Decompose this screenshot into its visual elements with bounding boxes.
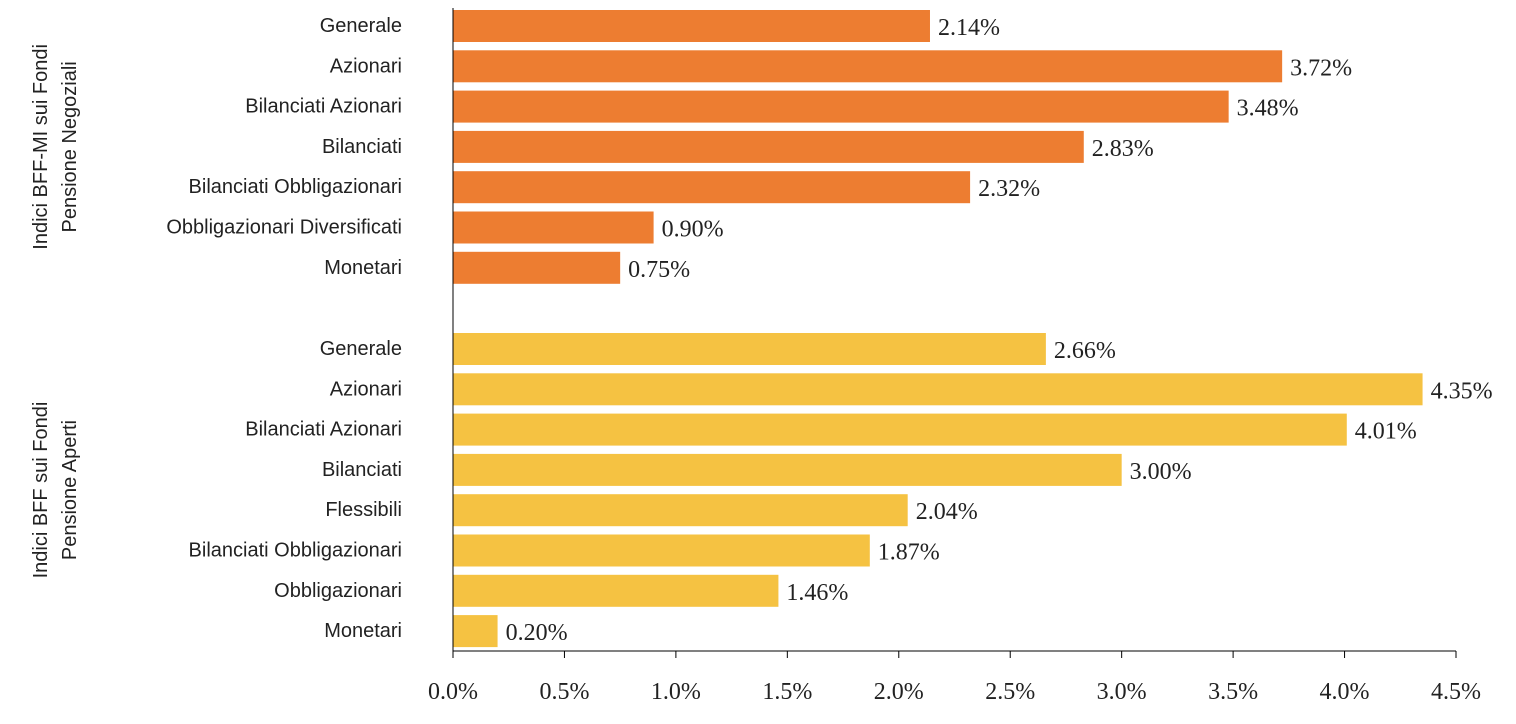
value-label: 2.83% [1092,136,1154,162]
category-label: Bilanciati Obbligazionari [189,540,402,562]
value-label: 4.35% [1431,378,1493,404]
x-tick-label: 1.5% [762,679,812,705]
bar-1-6 [453,574,779,607]
group-label-line: Indici BFF sui Fondi [30,402,52,579]
value-label: 4.01% [1355,419,1417,445]
bar-0-0 [453,10,930,42]
category-label: Obbligazionari Diversificati [166,217,402,239]
axis-layer: 0.0% 0.5% 1.0% 1.5% 2.0% 2.5% 3.0% 3.5% 4.0% 4.5% [428,8,1481,705]
bar-1-2 [453,413,1347,446]
value-label: 3.72% [1290,55,1352,81]
x-tick-label: 0.0% [428,679,478,705]
bar-0-2 [453,90,1229,123]
bars-layer [453,10,1423,648]
category-label: Obbligazionari [274,580,402,602]
bar-1-5 [453,534,870,567]
bar-1-1 [453,373,1423,406]
bar-0-5 [453,211,654,244]
bar-1-7 [453,615,498,648]
value-label: 2.14% [938,15,1000,41]
value-label: 2.32% [978,176,1040,202]
category-label: Bilanciati Azionari [245,419,402,441]
group-label-line: Pensione Aperti [59,420,81,560]
category-label: Bilanciati Obbligazionari [189,176,402,198]
category-label: Bilanciati [322,136,402,158]
x-tick-label: 2.0% [874,679,924,705]
category-label: Generale [320,338,402,360]
x-tick-label: 4.0% [1320,679,1370,705]
bar-0-3 [453,130,1084,163]
group-labels-layer: Indici BFF-MI sui Fondi Pensione Negozial… [30,44,81,578]
value-label: 0.20% [506,620,568,646]
category-label: Monetari [324,620,402,642]
group-label-0: Indici BFF-MI sui Fondi Pensione Negozial… [30,44,81,250]
value-label: 0.90% [662,217,724,243]
group-label-line: Pensione Negoziali [59,61,81,232]
bar-1-3 [453,453,1122,486]
category-label: Azionari [330,55,402,77]
value-label: 1.87% [878,540,940,566]
value-label: 1.46% [786,580,848,606]
x-tick-label: 0.5% [539,679,589,705]
category-label: Bilanciati Azionari [245,96,402,118]
value-label: 2.66% [1054,338,1116,364]
bar-1-4 [453,494,908,527]
group-label-line: Indici BFF-MI sui Fondi [30,44,52,250]
category-label: Flessibili [325,499,402,521]
category-label: Generale [320,15,402,37]
bar-1-0 [453,333,1046,365]
x-tick-label: 3.5% [1208,679,1258,705]
labels-layer: Generale 2.14% Azionari 3.72% Bilanciati Azi… [166,15,1492,646]
x-tick-label: 3.0% [1097,679,1147,705]
value-label: 2.04% [916,499,978,525]
x-tick-label: 2.5% [985,679,1035,705]
x-tick-label: 1.0% [651,679,701,705]
value-label: 3.48% [1237,96,1299,122]
value-label: 0.75% [628,257,690,283]
value-label: 3.00% [1130,459,1192,485]
category-label: Monetari [324,257,402,279]
category-label: Azionari [330,378,402,400]
x-tick-label: 4.5% [1431,679,1481,705]
group-label-1: Indici BFF sui Fondi Pensione Aperti [30,402,81,579]
category-label: Bilanciati [322,459,402,481]
bar-0-1 [453,50,1283,83]
bar-0-6 [453,251,621,284]
bar-0-4 [453,171,971,204]
